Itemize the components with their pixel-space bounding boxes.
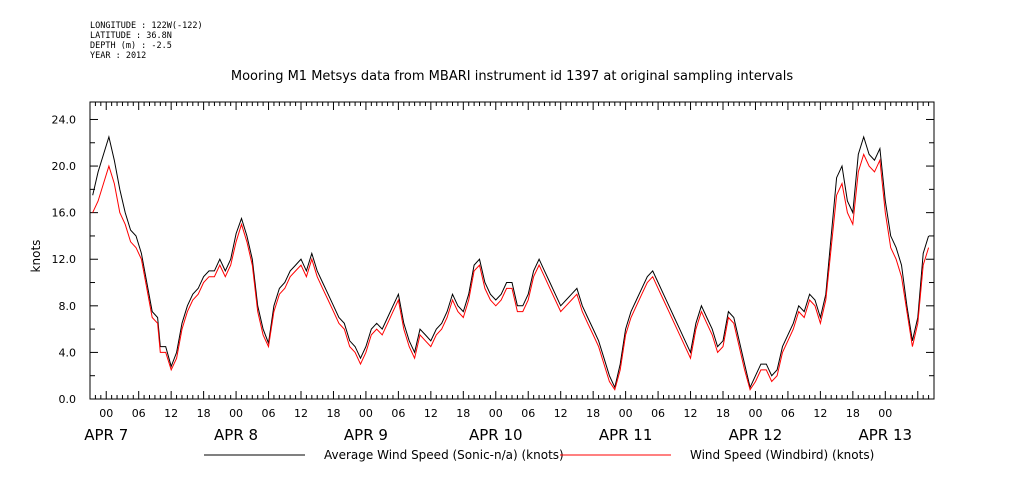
x-hour-tick-label: 12 <box>424 407 438 420</box>
x-hour-tick-label: 06 <box>262 407 276 420</box>
y-tick-label: 16.0 <box>52 207 77 220</box>
longitude-label: LONGITUDE : 122W(-122) <box>90 21 203 31</box>
x-hour-tick-label: 00 <box>878 407 892 420</box>
x-hour-tick-label: 00 <box>489 407 503 420</box>
x-day-label: APR 12 <box>729 426 783 444</box>
y-tick-label: 20.0 <box>52 160 77 173</box>
depth-label: DEPTH (m) : -2.5 <box>90 41 172 51</box>
x-hour-tick-label: 18 <box>326 407 340 420</box>
x-hour-tick-label: 18 <box>716 407 730 420</box>
y-tick-label: 8.0 <box>59 300 77 313</box>
plot-frame <box>89 101 935 400</box>
x-hour-tick-label: 06 <box>521 407 535 420</box>
x-hour-tick-label: 12 <box>164 407 178 420</box>
plot-layer: 0.0 4.0 8.0 12.0 16.0 20.0 24.0 00 06 12 18 00 06 12 1… <box>52 102 935 444</box>
x-day-label: APR 10 <box>469 426 523 444</box>
latitude-label: LATITUDE : 36.8N <box>90 31 172 41</box>
x-hour-tick-label: 00 <box>359 407 373 420</box>
x-hour-tick-label: 18 <box>197 407 211 420</box>
x-day-label: APR 7 <box>84 426 128 444</box>
x-hour-tick-label: 12 <box>684 407 698 420</box>
x-hour-tick-label: 00 <box>229 407 243 420</box>
legend-label-windbird: Wind Speed (Windbird) (knots) <box>690 448 874 462</box>
y-tick-label: 12.0 <box>52 253 77 266</box>
y-tick-label: 0.0 <box>59 393 77 406</box>
x-day-label: APR 9 <box>344 426 388 444</box>
x-hour-tick-label: 06 <box>651 407 665 420</box>
x-day-label: APR 13 <box>859 426 913 444</box>
x-hour-tick-label: 18 <box>846 407 860 420</box>
x-day-label: APR 8 <box>214 426 258 444</box>
x-hour-tick-label: 12 <box>294 407 308 420</box>
x-hour-tick-label: 00 <box>748 407 762 420</box>
chart-title: Mooring M1 Metsys data from MBARI instru… <box>231 69 793 84</box>
x-hour-tick-label: 00 <box>619 407 633 420</box>
x-hour-tick-label: 06 <box>391 407 405 420</box>
x-hour-tick-label: 06 <box>132 407 146 420</box>
y-tick-label: 4.0 <box>59 346 77 359</box>
series-average-wind-speed <box>92 134 930 389</box>
x-hour-tick-label: 00 <box>99 407 113 420</box>
y-axis-label: knots <box>29 240 43 273</box>
x-day-label: APR 11 <box>599 426 653 444</box>
metadata-block: LONGITUDE : 122W(-122) LATITUDE : 36.8N … <box>90 21 203 61</box>
legend-label-average: Average Wind Speed (Sonic-n/a) (knots) <box>324 448 564 462</box>
year-label: YEAR : 2012 <box>90 51 147 61</box>
x-hour-tick-label: 12 <box>554 407 568 420</box>
x-hour-tick-label: 06 <box>781 407 795 420</box>
y-tick-label: 24.0 <box>52 113 77 126</box>
x-hour-tick-label: 18 <box>586 407 600 420</box>
series-windbird-wind-speed <box>92 153 930 391</box>
x-hour-tick-label: 12 <box>813 407 827 420</box>
x-hour-tick-label: 18 <box>456 407 470 420</box>
